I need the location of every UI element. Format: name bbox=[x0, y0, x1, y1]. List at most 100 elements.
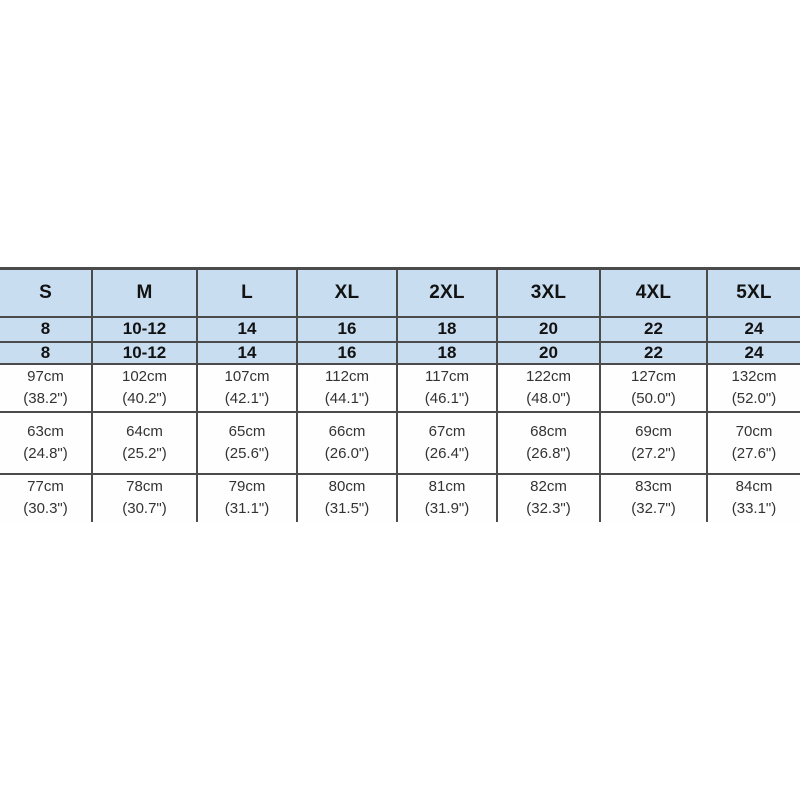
size-cell: 22 bbox=[600, 341, 708, 365]
header-cell-l: L bbox=[197, 268, 298, 318]
measurement-cell: 79cm (31.1") bbox=[197, 473, 298, 522]
size-row-2: 8 10-12 14 16 18 20 22 24 bbox=[0, 341, 800, 365]
cm-value: 97cm bbox=[27, 367, 64, 385]
measurement-cell: 64cm (25.2") bbox=[92, 411, 198, 475]
header-row: S M L XL 2XL 3XL 4XL 5XL bbox=[0, 268, 800, 318]
measurement-cell: 117cm (46.1") bbox=[397, 363, 498, 413]
size-cell: 10-12 bbox=[92, 316, 198, 343]
size-chart-table: S M L XL 2XL 3XL 4XL 5XL 8 10-12 14 16 18 20 22 24 8 10-… bbox=[0, 267, 800, 522]
cm-value: 65cm bbox=[228, 422, 266, 440]
measurement-cell: 70cm (27.6") bbox=[707, 411, 800, 475]
inch-value: (44.1") bbox=[324, 389, 370, 407]
cm-value: 112cm bbox=[325, 367, 369, 385]
measurement-row-1: 97cm (38.2") 102cm (40.2") 107cm (42.1") 112cm… bbox=[0, 363, 800, 413]
inch-value: (42.1") bbox=[224, 389, 270, 407]
header-cell-3xl: 3XL bbox=[497, 268, 601, 318]
measurement-cell: 84cm (33.1") bbox=[707, 473, 800, 522]
measurement-cell: 132cm (52.0") bbox=[707, 363, 800, 413]
measurement-cell: 81cm (31.9") bbox=[397, 473, 498, 522]
measurement-cell: 97cm (38.2") bbox=[0, 363, 93, 413]
inch-value: (26.4") bbox=[424, 444, 470, 462]
size-chart-body: 8 10-12 14 16 18 20 22 24 8 10-12 14 16 18 20 22 24 97cm… bbox=[0, 316, 800, 522]
size-cell: 8 bbox=[0, 316, 93, 343]
measurement-row-3: 77cm (30.3") 78cm (30.7") 79cm (31.1") 80cm (31… bbox=[0, 473, 800, 522]
cm-value: 83cm bbox=[635, 478, 672, 495]
size-cell: 16 bbox=[297, 341, 398, 365]
cm-value: 132cm bbox=[731, 367, 777, 385]
inch-value: (38.2") bbox=[23, 389, 68, 407]
inch-value: (30.3") bbox=[23, 500, 68, 517]
cm-value: 67cm bbox=[428, 422, 466, 440]
inch-value: (31.1") bbox=[224, 500, 270, 517]
cm-value: 66cm bbox=[328, 422, 366, 440]
inch-value: (48.0") bbox=[526, 389, 571, 407]
header-cell-m: M bbox=[92, 268, 198, 318]
measurement-cell: 83cm (32.7") bbox=[600, 473, 708, 522]
size-cell: 20 bbox=[497, 316, 601, 343]
cm-value: 79cm bbox=[228, 478, 266, 495]
cm-value: 122cm bbox=[525, 367, 572, 385]
cm-value: 69cm bbox=[635, 422, 672, 440]
measurement-cell: 68cm (26.8") bbox=[497, 411, 601, 475]
cm-value: 107cm bbox=[224, 367, 270, 385]
measurement-row-2: 63cm (24.8") 64cm (25.2") 65cm (25.6") 66cm (26… bbox=[0, 411, 800, 475]
cm-value: 127cm bbox=[630, 367, 677, 385]
measurement-cell: 82cm (32.3") bbox=[497, 473, 601, 522]
measurement-cell: 65cm (25.6") bbox=[197, 411, 298, 475]
cm-value: 70cm bbox=[735, 422, 773, 440]
inch-value: (52.0") bbox=[731, 389, 777, 407]
cm-value: 80cm bbox=[328, 478, 366, 495]
size-cell: 24 bbox=[707, 341, 800, 365]
header-cell-xl: XL bbox=[297, 268, 398, 318]
cm-value: 102cm bbox=[121, 367, 168, 385]
inch-value: (31.5") bbox=[324, 500, 370, 517]
inch-value: (30.7") bbox=[122, 500, 167, 517]
header-cell-2xl: 2XL bbox=[397, 268, 498, 318]
size-cell: 10-12 bbox=[92, 341, 198, 365]
measurement-cell: 77cm (30.3") bbox=[0, 473, 93, 522]
cm-value: 84cm bbox=[735, 478, 773, 495]
inch-value: (26.0") bbox=[324, 444, 370, 462]
size-cell: 22 bbox=[600, 316, 708, 343]
size-cell: 8 bbox=[0, 341, 93, 365]
header-cell-5xl: 5XL bbox=[707, 268, 800, 318]
inch-value: (25.2") bbox=[122, 444, 167, 462]
inch-value: (31.9") bbox=[424, 500, 470, 517]
inch-value: (27.2") bbox=[631, 444, 676, 462]
inch-value: (26.8") bbox=[526, 444, 571, 462]
measurement-cell: 122cm (48.0") bbox=[497, 363, 601, 413]
header-cell-s: S bbox=[0, 268, 93, 318]
cm-value: 81cm bbox=[428, 478, 466, 495]
size-cell: 14 bbox=[197, 316, 298, 343]
inch-value: (40.2") bbox=[122, 389, 167, 407]
inch-value: (46.1") bbox=[424, 389, 470, 407]
measurement-cell: 127cm (50.0") bbox=[600, 363, 708, 413]
measurement-cell: 66cm (26.0") bbox=[297, 411, 398, 475]
inch-value: (24.8") bbox=[23, 444, 68, 462]
size-cell: 20 bbox=[497, 341, 601, 365]
cm-value: 117cm bbox=[425, 367, 469, 385]
cm-value: 68cm bbox=[530, 422, 567, 440]
cm-value: 63cm bbox=[27, 422, 64, 440]
size-row-1: 8 10-12 14 16 18 20 22 24 bbox=[0, 316, 800, 343]
measurement-cell: 78cm (30.7") bbox=[92, 473, 198, 522]
inch-value: (25.6") bbox=[224, 444, 270, 462]
header-cell-4xl: 4XL bbox=[600, 268, 708, 318]
inch-value: (32.7") bbox=[631, 500, 676, 517]
measurement-cell: 69cm (27.2") bbox=[600, 411, 708, 475]
cm-value: 64cm bbox=[126, 422, 163, 440]
measurement-cell: 102cm (40.2") bbox=[92, 363, 198, 413]
measurement-cell: 80cm (31.5") bbox=[297, 473, 398, 522]
inch-value: (32.3") bbox=[526, 500, 571, 517]
measurement-cell: 67cm (26.4") bbox=[397, 411, 498, 475]
size-cell: 24 bbox=[707, 316, 800, 343]
cm-value: 82cm bbox=[530, 478, 567, 495]
size-chart-header: S M L XL 2XL 3XL 4XL 5XL bbox=[0, 268, 800, 318]
measurement-cell: 112cm (44.1") bbox=[297, 363, 398, 413]
size-cell: 14 bbox=[197, 341, 298, 365]
size-cell: 18 bbox=[397, 316, 498, 343]
size-cell: 18 bbox=[397, 341, 498, 365]
cm-value: 78cm bbox=[126, 478, 163, 495]
size-cell: 16 bbox=[297, 316, 398, 343]
